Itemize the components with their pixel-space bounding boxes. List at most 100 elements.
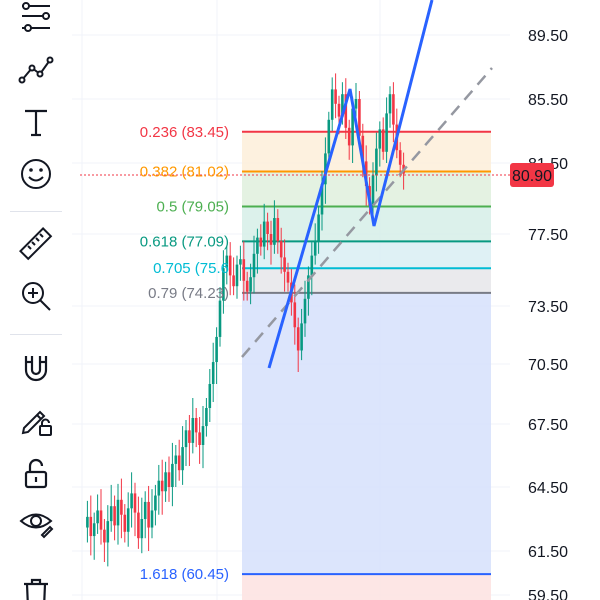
fib-level-label: 0.79 (74.23) xyxy=(148,285,229,302)
price-axis-tick-label: 89.50 xyxy=(528,28,568,45)
emoji-button[interactable] xyxy=(12,156,60,196)
candle-body xyxy=(344,94,348,128)
candle-body xyxy=(160,480,164,492)
candle-body xyxy=(259,237,263,247)
candle-body xyxy=(273,218,276,245)
candle-body xyxy=(86,516,89,528)
candle-body xyxy=(188,430,191,443)
candle-body xyxy=(235,264,239,287)
emoji-icon xyxy=(18,156,54,197)
price-axis-tick-label: 64.50 xyxy=(528,480,568,497)
magnet-button[interactable] xyxy=(12,350,60,390)
candle-body xyxy=(310,255,314,276)
text-tool-button[interactable] xyxy=(12,104,60,144)
drawings[interactable] xyxy=(241,0,493,369)
candle-body xyxy=(171,463,174,487)
candle-body xyxy=(205,408,208,427)
trend-line-tools-button[interactable] xyxy=(12,0,60,40)
candle-body xyxy=(89,516,93,537)
candle-body xyxy=(371,175,375,206)
candle-body xyxy=(228,255,232,276)
toolbar-divider xyxy=(10,211,62,212)
hide-drawings-icon xyxy=(18,504,54,545)
candle-body xyxy=(99,510,103,530)
candle-body xyxy=(337,103,341,117)
drawing-toolbar xyxy=(0,0,72,600)
candle-body xyxy=(381,129,385,152)
patterns-icon xyxy=(18,52,54,93)
candle-body xyxy=(147,501,150,528)
candle-body xyxy=(109,506,113,522)
candle-body xyxy=(96,510,99,524)
lock-all-button[interactable] xyxy=(12,456,60,496)
candle-body xyxy=(181,447,184,471)
lock-all-icon xyxy=(18,456,54,497)
candle-body xyxy=(164,472,167,492)
candle-body xyxy=(398,150,402,165)
candle-body xyxy=(296,327,300,351)
fib-zone xyxy=(242,241,491,269)
fib-level-label: 0.5 (79.05) xyxy=(156,198,229,215)
candle-body xyxy=(201,426,205,445)
candle-body xyxy=(143,501,147,519)
candle-body xyxy=(140,519,144,539)
lock-drawing-icon xyxy=(18,402,54,443)
candle-body xyxy=(351,108,354,146)
price-axis[interactable]: 89.5085.5081.5077.5073.5070.5067.5064.50… xyxy=(528,28,568,600)
candle-body xyxy=(106,521,110,543)
trash-button[interactable] xyxy=(12,574,60,600)
candle-body xyxy=(303,298,307,324)
candle-body xyxy=(341,94,344,117)
zigzag-trend-line[interactable] xyxy=(267,0,434,369)
measure-button[interactable] xyxy=(12,226,60,266)
candle-body xyxy=(293,302,297,328)
candle-body xyxy=(317,214,320,242)
current-price-badge: 80.90 xyxy=(510,163,554,187)
fib-level-label: 0.382 (81.02) xyxy=(140,164,229,181)
candle-body xyxy=(361,135,365,162)
patterns-button[interactable] xyxy=(12,52,60,92)
trend-line-tools-icon xyxy=(18,0,54,41)
candle-body xyxy=(300,323,303,351)
candle-body xyxy=(137,512,140,539)
fib-zone xyxy=(242,268,491,293)
candle-body xyxy=(218,300,222,337)
measure-ruler-icon xyxy=(18,226,54,267)
lock-drawing-button[interactable] xyxy=(12,402,60,442)
candle-body xyxy=(150,510,154,528)
trash-icon xyxy=(18,574,54,600)
candle-body xyxy=(133,493,137,513)
dashed-trend-line[interactable] xyxy=(241,67,493,358)
zoom-in-button[interactable] xyxy=(12,278,60,318)
candle-body xyxy=(157,480,161,496)
candle-body xyxy=(276,218,280,242)
candle-body xyxy=(191,418,195,443)
candle-body xyxy=(120,499,123,515)
candle-body xyxy=(375,148,378,176)
candle-body xyxy=(252,253,256,278)
candle-body xyxy=(388,94,392,114)
candle-body xyxy=(378,129,382,149)
candle-body xyxy=(354,99,358,109)
candle-body xyxy=(154,495,157,511)
candle-body xyxy=(177,455,181,471)
candle-body xyxy=(385,113,388,152)
candle-body xyxy=(313,241,317,256)
price-axis-tick-label: 85.50 xyxy=(528,92,568,109)
candle-body xyxy=(232,275,235,287)
fib-level-label: 0.618 (77.09) xyxy=(140,233,229,250)
price-axis-tick-label: 77.50 xyxy=(528,227,568,244)
price-axis-tick-label: 67.50 xyxy=(528,417,568,434)
magnet-icon xyxy=(18,350,54,391)
candle-body xyxy=(215,336,218,363)
candle-body xyxy=(123,514,127,532)
candle-body xyxy=(174,455,178,464)
candle-body xyxy=(262,221,266,247)
fib-level-labels: 0.236 (83.45) 0.382 (81.02) 0.5 (79.05) 0.6… xyxy=(140,124,229,583)
candle-body xyxy=(116,499,120,526)
candle-body xyxy=(113,506,116,526)
candle-body xyxy=(279,241,283,258)
hide-drawings-button[interactable] xyxy=(12,504,60,544)
